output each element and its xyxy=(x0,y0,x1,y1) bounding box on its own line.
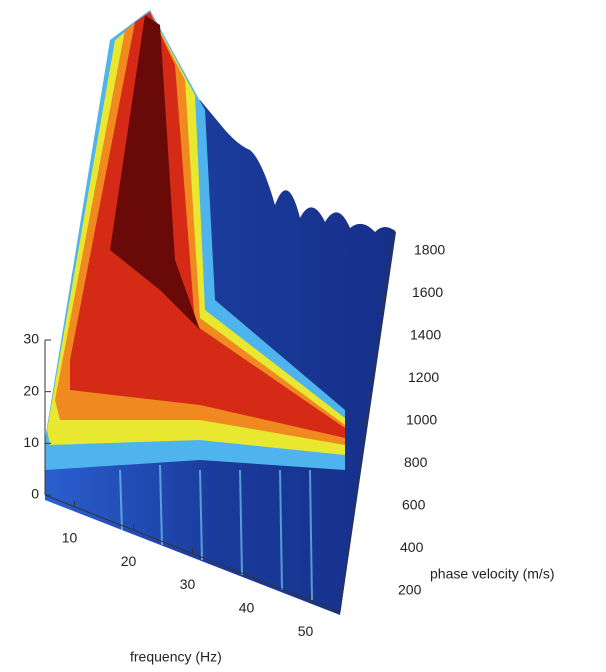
x-tick-label: 20 xyxy=(121,553,137,569)
y-tick-label: 400 xyxy=(400,539,424,555)
y-tick-label: 1600 xyxy=(412,284,443,300)
x-tick-label: 50 xyxy=(298,623,314,639)
y-tick-label: 1200 xyxy=(408,369,439,385)
surface-band xyxy=(110,15,200,330)
y-axis-label: phase velocity (m/s) xyxy=(430,566,554,582)
z-tick-label: 0 xyxy=(31,486,39,502)
z-tick-label: 10 xyxy=(23,434,39,450)
y-tick-label: 1400 xyxy=(410,326,441,342)
y-tick-label: 800 xyxy=(404,454,428,470)
x-axis-label: frequency (Hz) xyxy=(130,649,222,665)
z-tick-label: 30 xyxy=(23,331,39,347)
y-tick-label: 200 xyxy=(398,581,422,597)
y-tick-label: 1800 xyxy=(414,241,445,257)
x-tick-label: 30 xyxy=(180,576,196,592)
z-tick-label: 20 xyxy=(23,382,39,398)
x-tick-label: 10 xyxy=(62,529,78,545)
y-tick-label: 600 xyxy=(402,496,426,512)
surface-streaks xyxy=(119,464,313,601)
y-tick-label: 1000 xyxy=(406,411,437,427)
surface xyxy=(45,10,396,615)
x-tick-label: 40 xyxy=(239,600,255,616)
